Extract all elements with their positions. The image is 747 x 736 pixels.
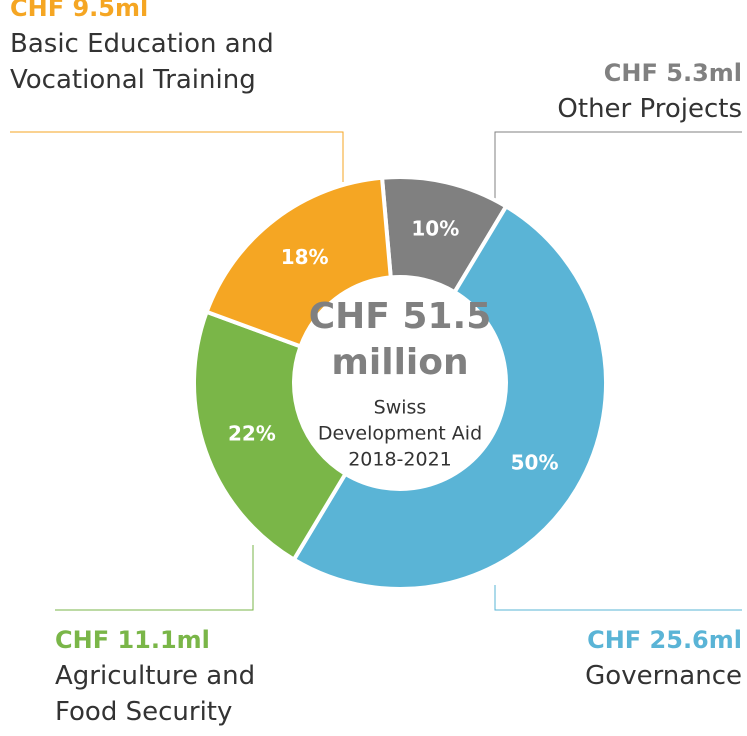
leader-lines [10, 131, 742, 611]
value-label: 22% [228, 422, 276, 446]
leader-line [494, 585, 742, 611]
segment-label: CHF 9.5ml Basic Education and Vocational … [10, 0, 330, 98]
segment-label: CHF 5.3ml Other Projects [442, 55, 742, 127]
value-label: 18% [281, 245, 329, 269]
amount-label: CHF 11.1ml [55, 626, 210, 654]
amount-label: CHF 9.5ml [10, 0, 149, 22]
category-label: Governance [585, 661, 742, 691]
segment-label: CHF 25.6ml Governance [442, 622, 742, 694]
category-label: Other Projects [557, 94, 742, 124]
leader-line [494, 131, 742, 205]
category-label: Agriculture and Food Security [55, 661, 256, 727]
center-subtitle: Swiss [374, 397, 427, 419]
center-subtitle: 2018-2021 [348, 449, 452, 471]
amount-label: CHF 25.6ml [587, 626, 742, 654]
value-label: 50% [511, 450, 559, 474]
leader-line [55, 545, 254, 611]
value-label: 10% [411, 217, 459, 241]
segment-label: CHF 11.1ml Agriculture and Food Security [55, 622, 315, 730]
donut-segment [291, 203, 608, 591]
leader-line [10, 131, 344, 182]
center-title: CHF 51.5 [309, 296, 492, 337]
center-title: million [331, 342, 468, 383]
donut-segment [204, 175, 393, 349]
donut-segment [192, 309, 349, 563]
amount-label: CHF 5.3ml [603, 59, 742, 87]
category-label: Basic Education and Vocational Training [10, 29, 274, 95]
center-subtitle: Development Aid [318, 423, 482, 445]
